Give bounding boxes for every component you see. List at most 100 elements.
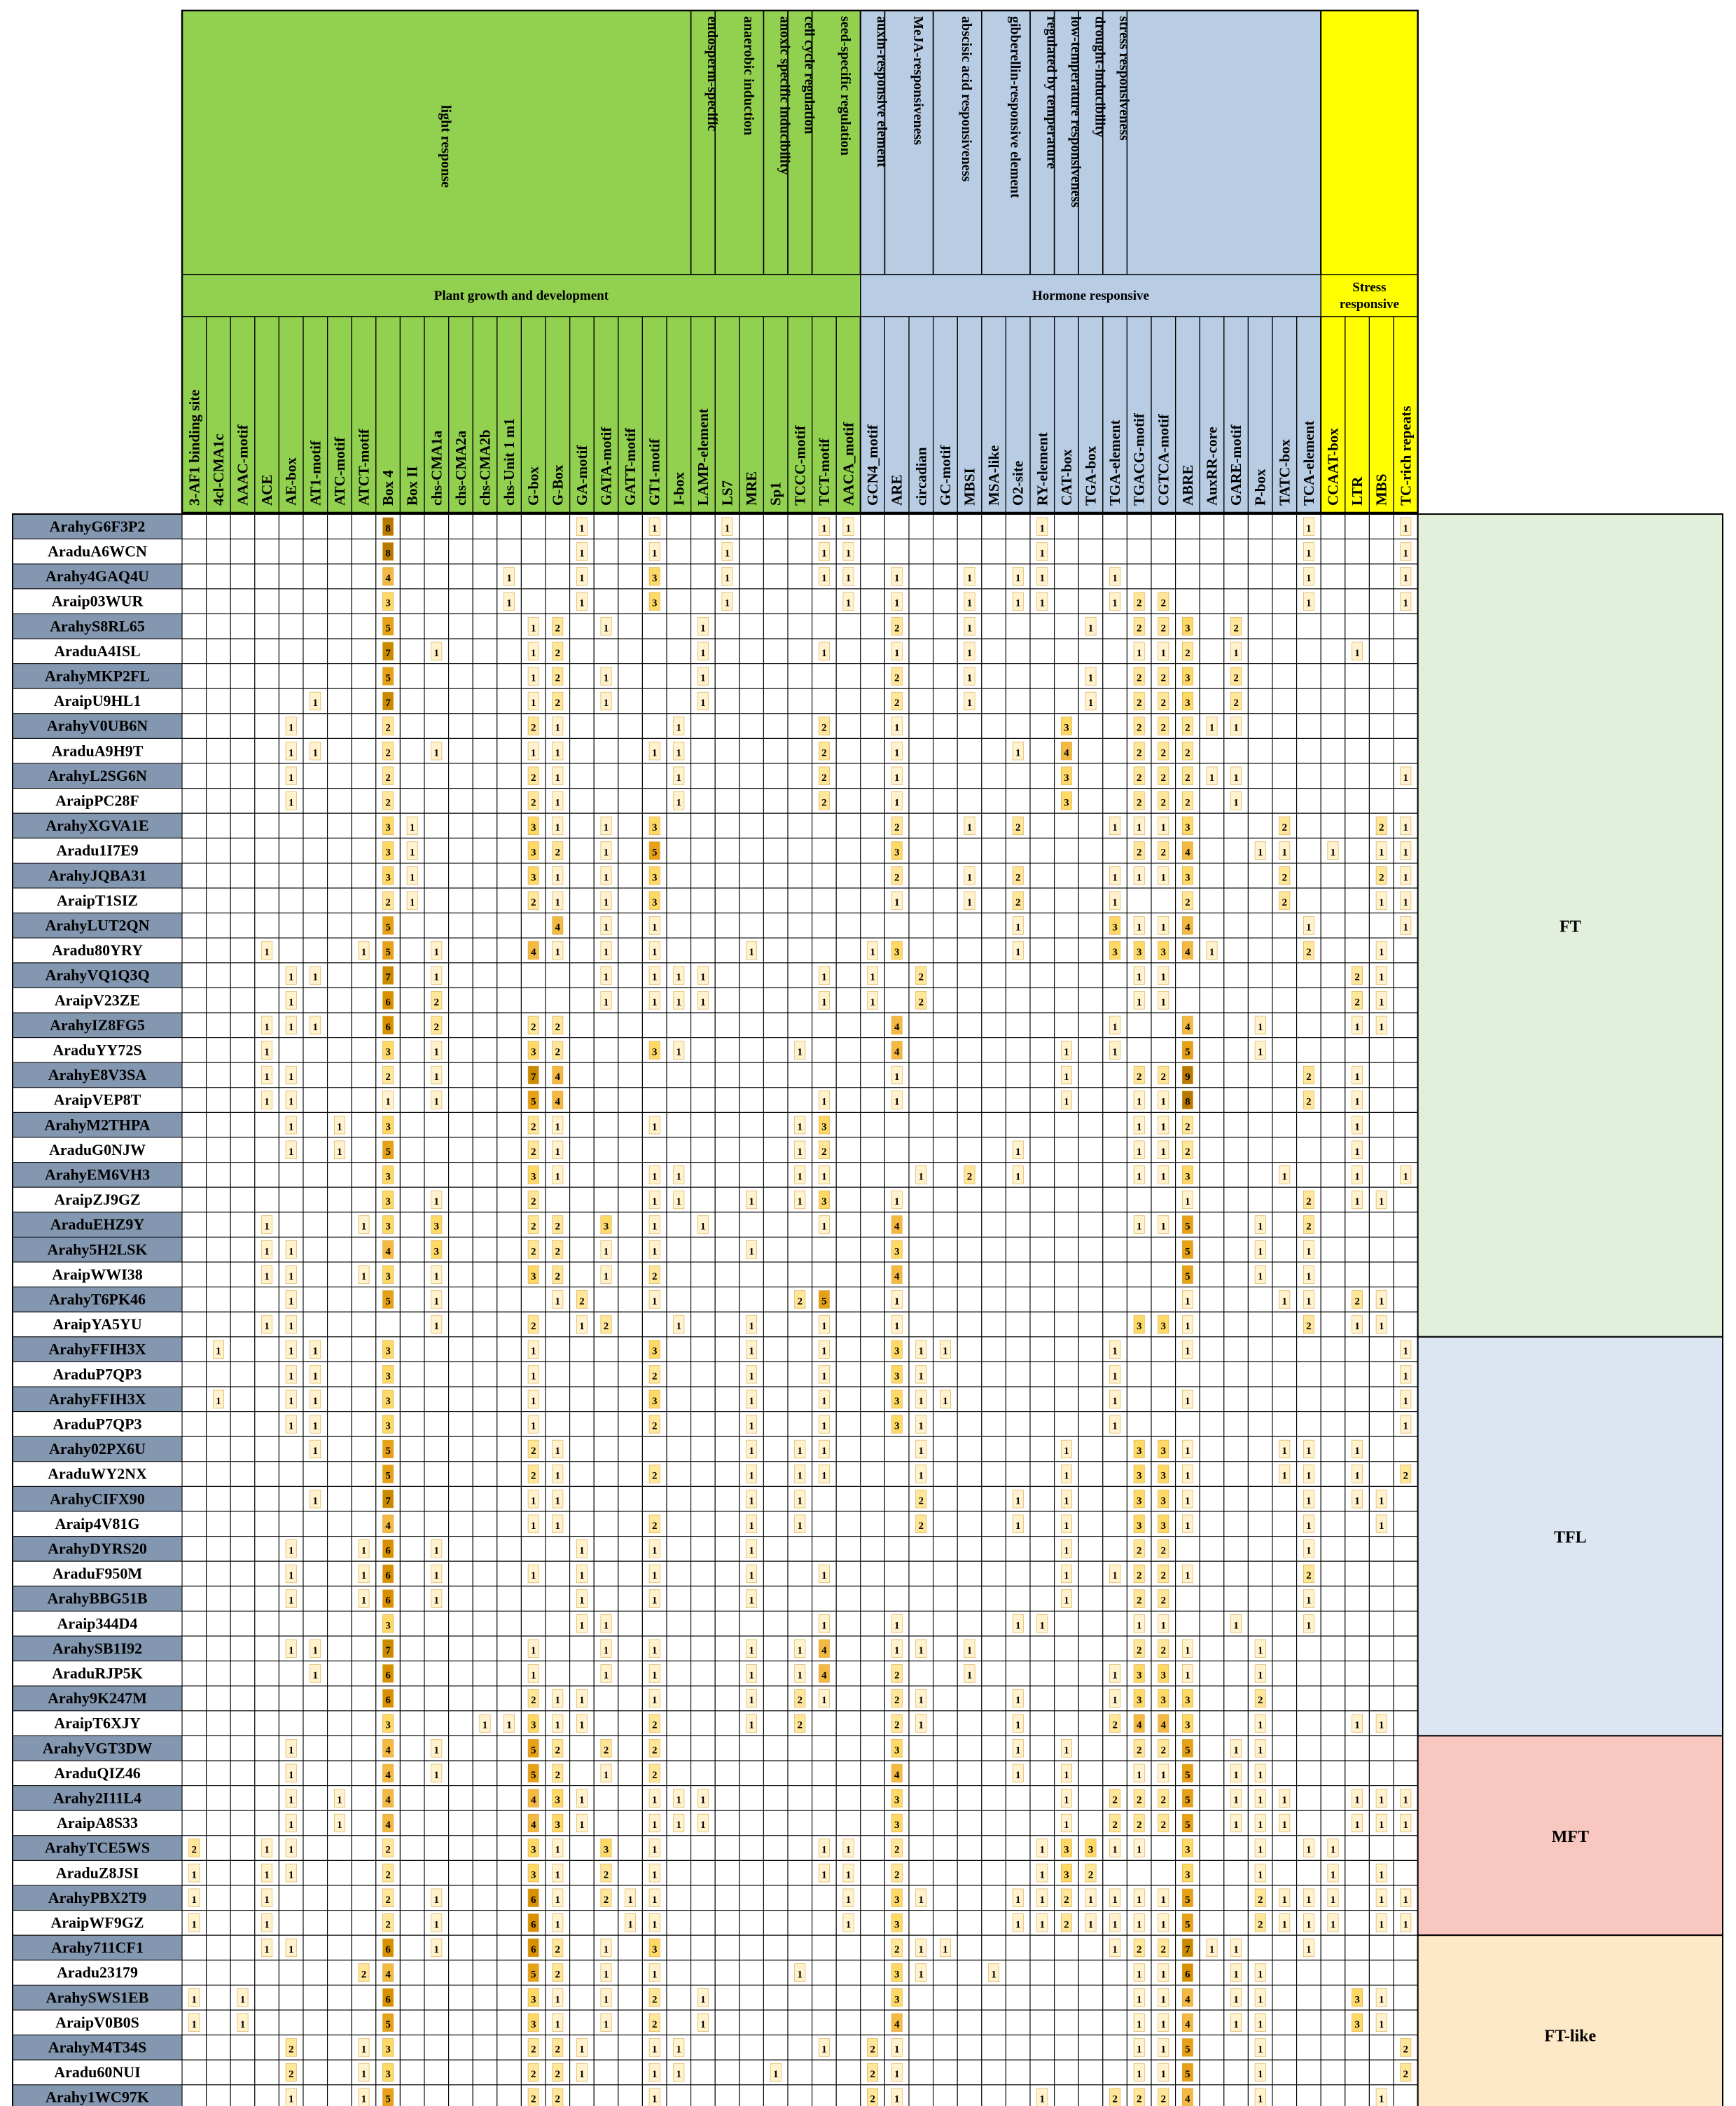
heatmap-cell xyxy=(1393,737,1419,764)
heatmap-cell xyxy=(641,1062,667,1088)
heatmap-value-label: 1 xyxy=(604,872,609,883)
heatmap-cell xyxy=(1223,1361,1249,1387)
heatmap-value-label: 2 xyxy=(1137,698,1142,709)
heatmap-cell xyxy=(1102,1760,1127,1787)
heatmap-cell xyxy=(1320,1461,1346,1487)
heatmap-cell xyxy=(714,737,740,764)
heatmap-cell xyxy=(1029,838,1055,864)
heatmap-cell xyxy=(593,1361,619,1387)
heatmap-value-mark xyxy=(1158,667,1169,686)
heatmap-cell xyxy=(327,1685,352,1712)
heatmap-value-label: 1 xyxy=(919,1720,924,1731)
heatmap-value-label: 3 xyxy=(555,1820,561,1831)
heatmap-cell xyxy=(835,887,861,914)
heatmap-value-label: 3 xyxy=(1064,1845,1069,1856)
heatmap-value-label: 1 xyxy=(846,1869,852,1880)
heatmap-cell xyxy=(424,688,450,714)
heatmap-cell xyxy=(1368,1934,1394,1961)
heatmap-cell xyxy=(181,638,207,665)
heatmap-cell xyxy=(933,1710,958,1736)
heatmap-cell xyxy=(327,1835,352,1861)
heatmap-cell xyxy=(569,1087,595,1113)
heatmap-cell xyxy=(1272,763,1298,789)
row-label-cell xyxy=(12,788,183,814)
heatmap-value-label: 2 xyxy=(1258,1894,1263,1906)
heatmap-value-mark xyxy=(600,617,612,636)
heatmap-value-label: 1 xyxy=(700,997,706,1008)
function-label: cell cycle regulation xyxy=(801,16,817,134)
heatmap-cell xyxy=(1272,1037,1298,1063)
heatmap-cell xyxy=(690,1735,716,1761)
heatmap-cell xyxy=(1029,763,1055,789)
heatmap-cell xyxy=(206,887,231,914)
heatmap-value-label: 1 xyxy=(531,747,536,758)
heatmap-value-label: 1 xyxy=(1258,1271,1263,1282)
heatmap-cell xyxy=(1029,962,1055,988)
heatmap-value-label: 3 xyxy=(894,1795,900,1806)
heatmap-value-label: 1 xyxy=(1306,1471,1312,1482)
column-label: AT1-motif xyxy=(307,440,324,506)
heatmap-value-label: 1 xyxy=(700,648,706,659)
heatmap-cell xyxy=(181,563,207,590)
heatmap-cell xyxy=(714,1386,740,1413)
heatmap-value-label: 6 xyxy=(385,1695,391,1706)
heatmap-value-label: 2 xyxy=(1161,623,1167,634)
heatmap-cell xyxy=(714,1960,740,1986)
heatmap-cell xyxy=(181,987,207,1013)
heatmap-cell xyxy=(618,1012,643,1039)
heatmap-cell xyxy=(981,1910,1006,1936)
heatmap-value-label: 5 xyxy=(385,1146,391,1158)
heatmap-cell xyxy=(1345,1361,1370,1387)
heatmap-cell xyxy=(1102,1586,1127,1612)
heatmap-value-label: 1 xyxy=(846,1894,852,1906)
heatmap-value-label: 1 xyxy=(579,548,585,560)
heatmap-value-label: 1 xyxy=(1233,773,1239,784)
column-label: TCA-element xyxy=(1300,421,1317,506)
heatmap-cell xyxy=(860,1635,885,1662)
column-label: GATT-motif xyxy=(622,427,639,506)
heatmap-cell xyxy=(399,1685,425,1712)
heatmap-cell xyxy=(618,1311,643,1338)
heatmap-cell xyxy=(278,887,304,914)
heatmap-cell xyxy=(1078,1934,1104,1961)
heatmap-cell xyxy=(497,513,522,540)
heatmap-value-label: 1 xyxy=(676,723,682,734)
heatmap-value-label: 1 xyxy=(652,1820,658,1831)
heatmap-cell xyxy=(1296,987,1321,1013)
heatmap-cell xyxy=(303,1212,328,1238)
heatmap-cell xyxy=(303,1560,328,1587)
heatmap-cell xyxy=(424,788,450,814)
heatmap-value-label: 1 xyxy=(967,822,973,833)
heatmap-cell xyxy=(981,1560,1006,1587)
heatmap-cell xyxy=(351,1485,377,1512)
heatmap-cell xyxy=(497,1735,522,1761)
heatmap-value-label: 1 xyxy=(337,1820,342,1831)
heatmap-value-mark xyxy=(842,542,854,561)
heatmap-value-mark xyxy=(891,816,903,836)
heatmap-cell xyxy=(618,1386,643,1413)
heatmap-cell xyxy=(1029,1536,1055,1562)
heatmap-cell xyxy=(981,1062,1006,1088)
heatmap-cell xyxy=(860,1511,885,1537)
heatmap-value-label: 1 xyxy=(313,1396,319,1407)
heatmap-value-label: 2 xyxy=(821,723,827,734)
heatmap-cell xyxy=(763,1411,789,1437)
heatmap-cell xyxy=(763,913,789,938)
heatmap-cell xyxy=(666,1411,692,1437)
heatmap-cell xyxy=(206,1162,231,1188)
heatmap-value-label: 1 xyxy=(604,847,609,859)
heatmap-cell xyxy=(787,1311,813,1338)
heatmap-value-label: 1 xyxy=(289,1097,294,1108)
heatmap-value-label: 1 xyxy=(313,1495,319,1506)
heatmap-value-mark xyxy=(576,567,588,586)
heatmap-cell xyxy=(787,663,813,689)
heatmap-cell xyxy=(1247,613,1273,639)
heatmap-value-label: 1 xyxy=(1040,1869,1046,1880)
heatmap-cell xyxy=(812,1810,837,1836)
heatmap-cell xyxy=(278,513,304,540)
heatmap-value-label: 2 xyxy=(1379,822,1384,833)
heatmap-cell xyxy=(1199,887,1225,914)
heatmap-cell xyxy=(230,737,256,764)
heatmap-cell xyxy=(1223,1511,1249,1537)
heatmap-value-mark xyxy=(1109,816,1121,836)
